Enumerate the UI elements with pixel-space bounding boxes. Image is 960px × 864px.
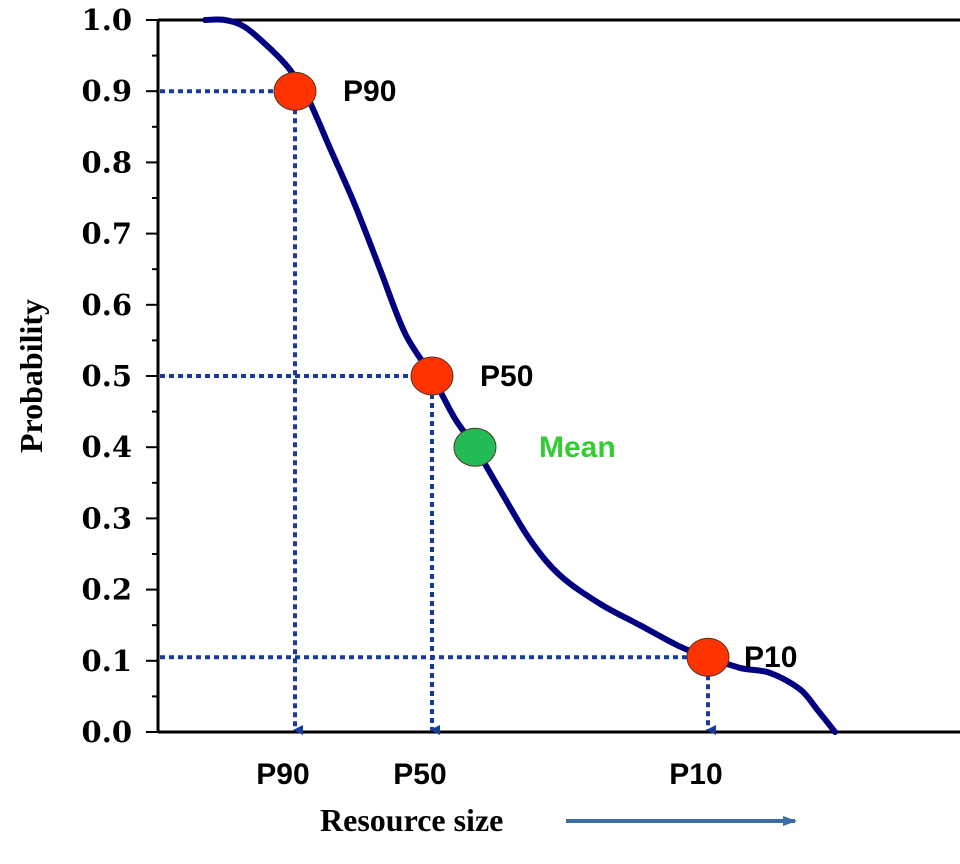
y-tick-label: 0.5 <box>82 359 132 393</box>
marker-group: P90 P50 Mean P10 <box>273 71 797 677</box>
marker-p50-point <box>410 356 454 396</box>
y-tick-label: 0.6 <box>82 288 132 322</box>
y-tick-label: 0.9 <box>82 74 132 108</box>
y-tick-label: 0.3 <box>82 501 132 535</box>
y-tick-label: 0.1 <box>82 644 132 678</box>
marker-p50-label: P50 <box>480 360 533 393</box>
x-axis-title-group: Resource size <box>320 802 797 838</box>
marker-p90-label: P90 <box>343 75 396 108</box>
y-tick-label: 1.0 <box>82 3 132 37</box>
x-label-p50: P50 <box>393 758 446 791</box>
marker-p10-label: P10 <box>744 641 797 674</box>
marker-p10-point <box>686 637 730 677</box>
marker-p90-point <box>273 71 317 111</box>
x-axis-title: Resource size <box>320 802 503 838</box>
marker-mean-label: Mean <box>539 431 616 464</box>
guide-lines <box>160 89 716 735</box>
x-label-p10: P10 <box>669 758 722 791</box>
y-tick-label: 0.2 <box>82 573 132 607</box>
y-tick-label: 0.7 <box>82 217 132 251</box>
x-label-group: P90 P50 P10 <box>256 758 722 791</box>
y-axis-title: Probability <box>13 299 49 453</box>
y-tick-group: 0.0 0.1 0.2 0.3 0.4 0.5 0.6 0.7 0.8 0.9 1.0 <box>82 3 158 749</box>
y-tick-label: 0.8 <box>82 145 132 179</box>
marker-mean-point <box>453 427 497 467</box>
y-tick-label: 0.0 <box>82 715 132 749</box>
x-label-p90: P90 <box>256 758 309 791</box>
y-tick-label: 0.4 <box>82 430 132 464</box>
